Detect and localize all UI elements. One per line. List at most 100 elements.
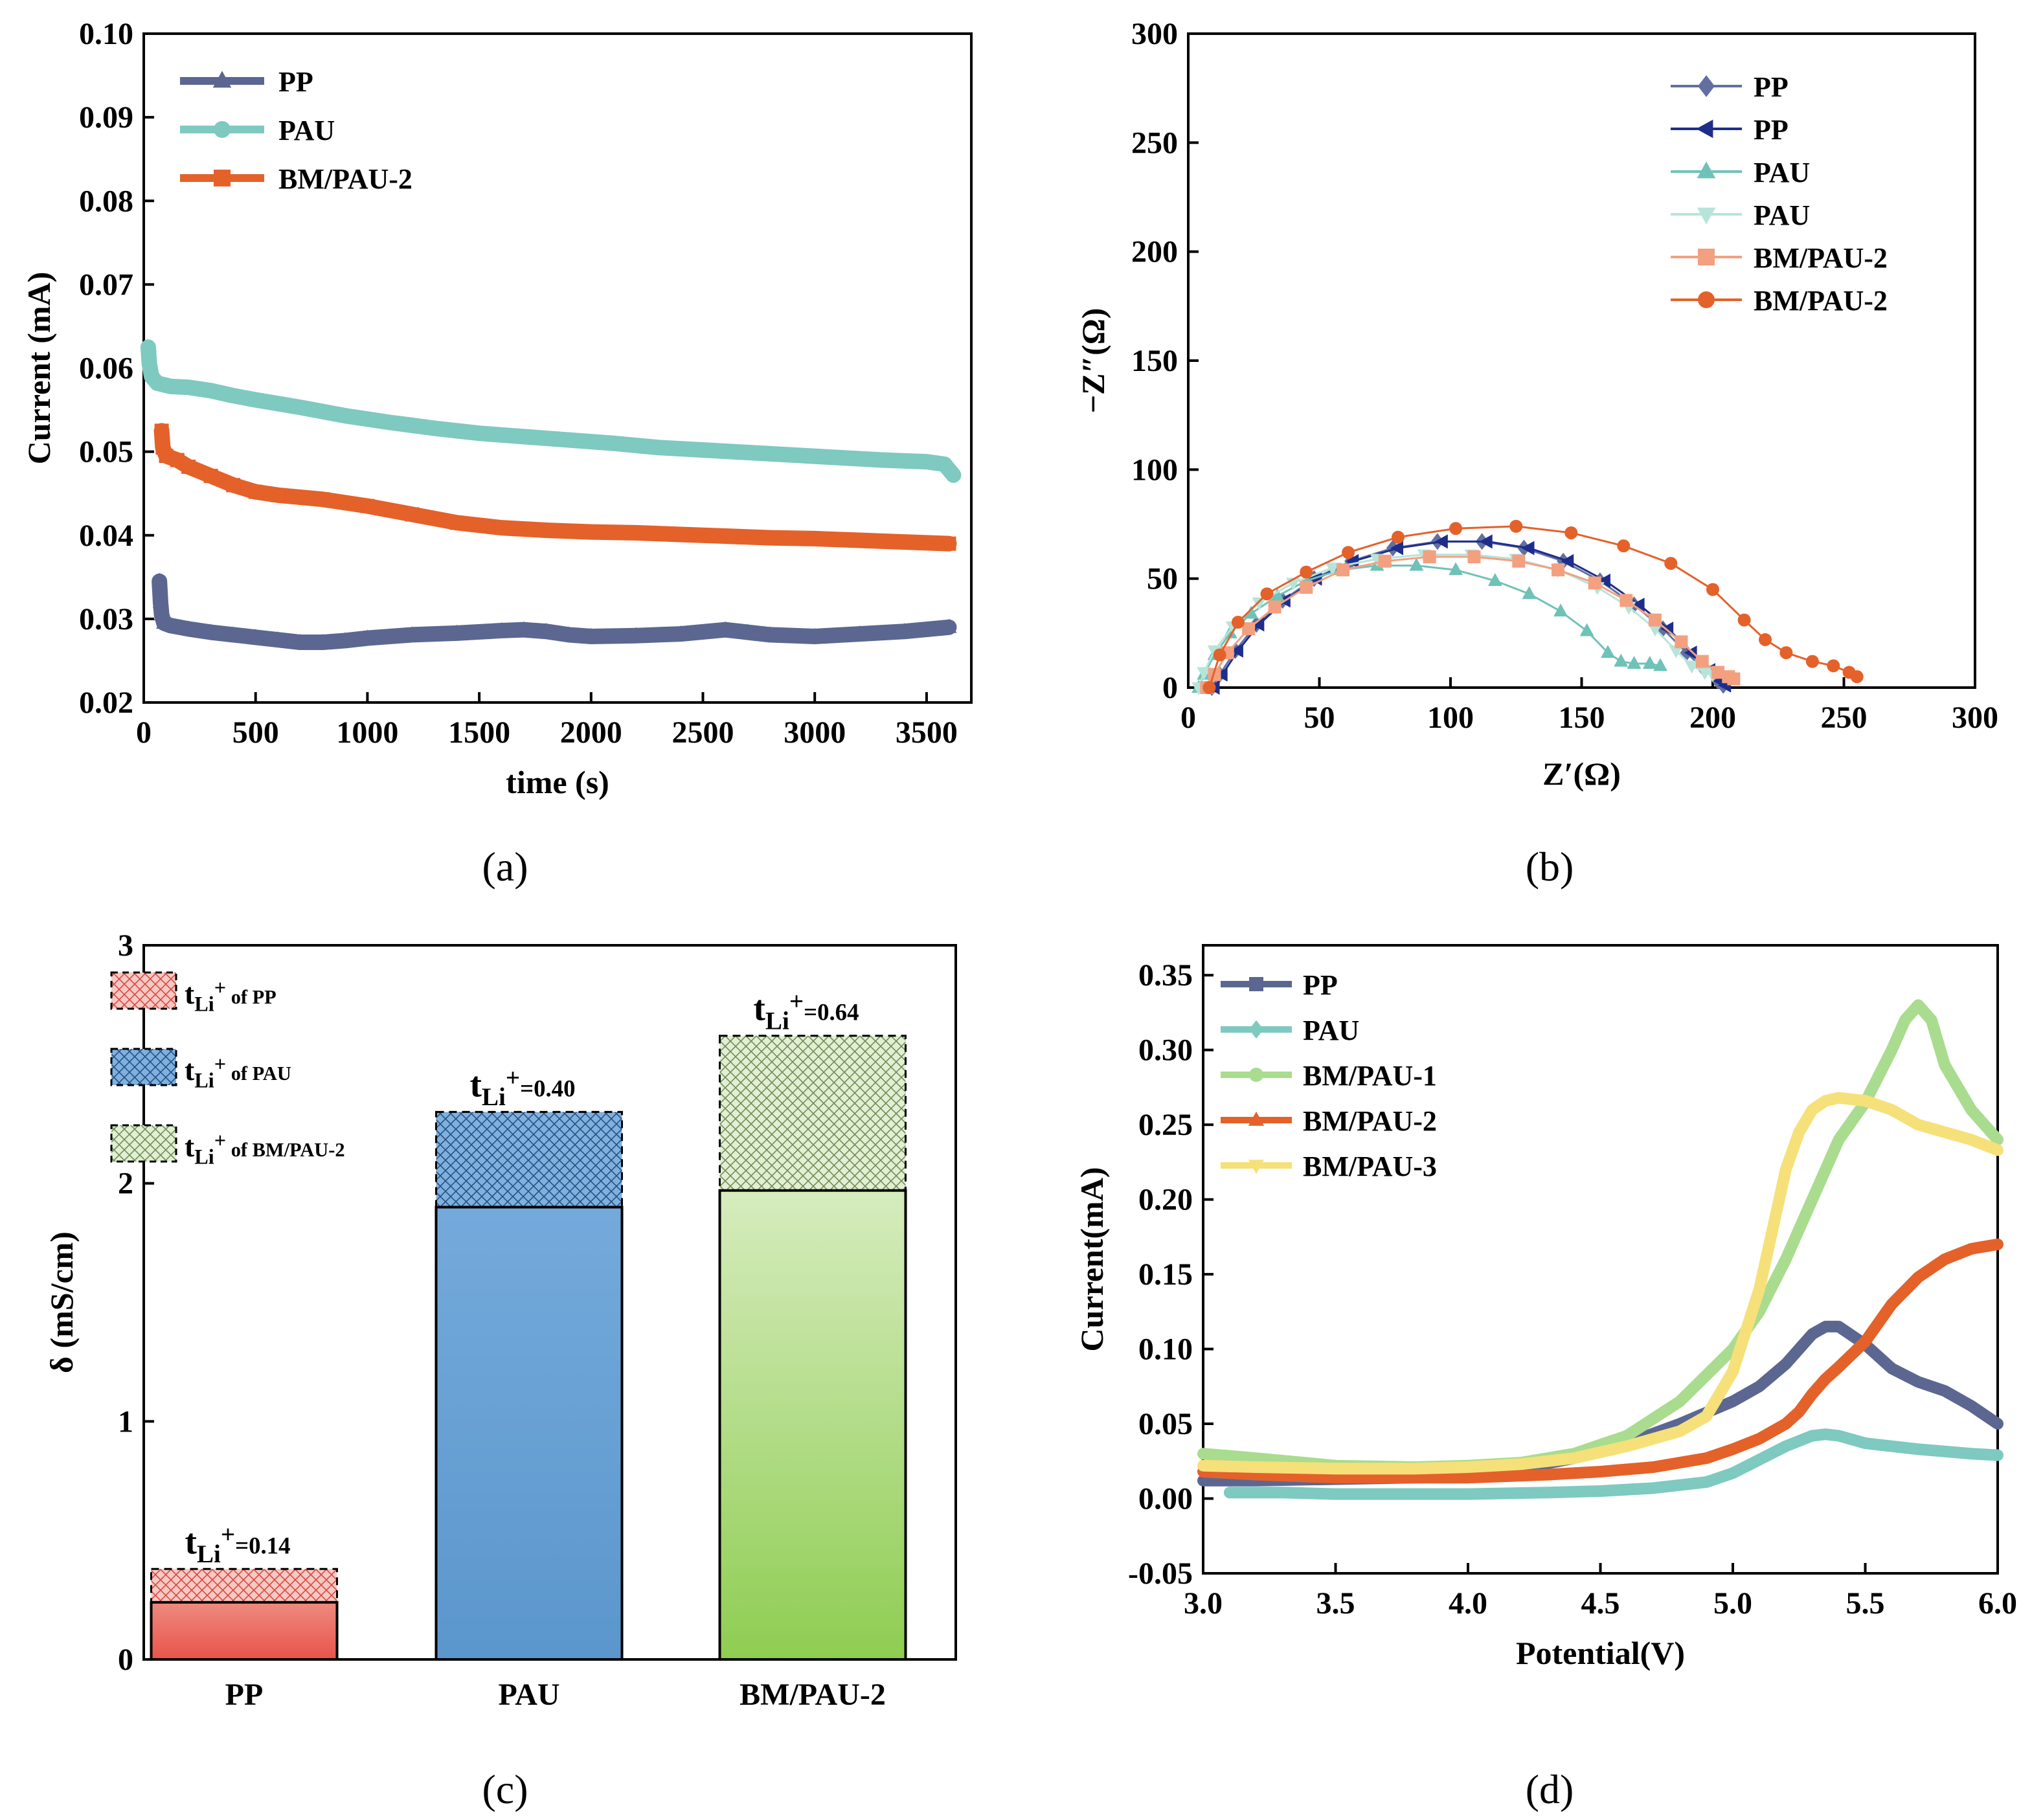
data-point [1449, 522, 1463, 535]
bar-hatched-pau [435, 1110, 623, 1208]
annotation-bm-pau-2-rest: =0.64 [804, 999, 859, 1026]
legend-label: BM/PAU-2 [1754, 285, 1888, 317]
annotation-pp-t: t [185, 1522, 198, 1561]
bar-pp [150, 1601, 339, 1661]
data-point [337, 409, 352, 423]
x-tick-label: 3000 [784, 715, 846, 750]
bar-bm-pau-2 [718, 1189, 907, 1661]
legend-marker [1249, 977, 1263, 991]
data-point [181, 459, 196, 474]
y-tick-label: 0.30 [1138, 1033, 1193, 1068]
x-tick-label: 1500 [448, 715, 510, 750]
data-point [472, 426, 487, 441]
y-tick-label: 200 [1131, 235, 1178, 269]
y-tick-label: 0.10 [1138, 1332, 1193, 1367]
legend-label-rest: of BM/PAU-2 [226, 1139, 344, 1161]
x-tick-label: 4.5 [1581, 1586, 1620, 1621]
y-tick-label: 1 [118, 1404, 133, 1439]
panel-label-a: (a) [482, 844, 528, 890]
annotation-pau-sup: + [506, 1064, 520, 1092]
data-point [360, 499, 375, 513]
x-tick-label: PAU [498, 1678, 559, 1712]
data-point [315, 492, 330, 507]
data-point [203, 383, 218, 398]
data-point [493, 622, 510, 636]
y-axis-label: Current(mA) [1074, 1167, 1110, 1351]
legend-marker [1248, 1160, 1265, 1174]
data-point [1564, 526, 1578, 539]
data-point [1617, 539, 1631, 553]
legend-marker [1697, 207, 1716, 225]
data-point [225, 626, 242, 641]
data-point [181, 380, 196, 395]
data-point [382, 415, 397, 430]
x-axis-label: time (s) [506, 764, 609, 800]
data-point [226, 388, 241, 403]
data-point [1827, 659, 1840, 673]
data-point [359, 629, 376, 644]
data-point [946, 467, 961, 482]
data-point [1620, 594, 1633, 607]
x-tick-label: 3.0 [1184, 1586, 1223, 1621]
legend-label: tLi+ of BM/PAU-2 [185, 1129, 345, 1169]
annotation-pp-sub: Li [197, 1540, 221, 1568]
y-tick-label: 0.06 [79, 352, 133, 386]
data-point [427, 421, 442, 436]
x-tick-label: 250 [1821, 701, 1868, 735]
series-pau [140, 339, 962, 483]
y-tick-label: 0.05 [1138, 1407, 1193, 1441]
bar-hatched-pp [150, 1567, 338, 1604]
x-tick-label: 6.0 [1978, 1586, 2017, 1621]
bar-pau [435, 1206, 624, 1661]
data-point [1684, 660, 1699, 674]
legend-marker [214, 121, 231, 138]
legend-label: BM/PAU-3 [1303, 1151, 1437, 1182]
legend-label: BM/PAU-2 [278, 163, 412, 195]
data-point [1202, 681, 1216, 694]
y-tick-label: 3 [118, 928, 133, 963]
annotation-bm-pau-2-sub: Li [765, 1007, 789, 1035]
data-point [1614, 653, 1629, 667]
y-tick-label: 0.02 [79, 686, 133, 720]
y-tick-label: 250 [1131, 126, 1178, 160]
data-point [516, 621, 532, 636]
series-line [1197, 1238, 2004, 1484]
data-point [1601, 645, 1615, 658]
x-tick-label: 3.5 [1316, 1586, 1355, 1621]
data-point [1648, 613, 1662, 627]
x-axis-label: Z′(Ω) [1542, 756, 1621, 792]
data-point [1231, 616, 1245, 629]
data-point [1244, 605, 1259, 619]
x-tick-label: 50 [1304, 701, 1335, 735]
data-point [1759, 633, 1772, 646]
data-point [1479, 534, 1493, 549]
x-tick-label: 200 [1689, 701, 1736, 735]
data-point [539, 523, 554, 538]
data-point [1522, 586, 1537, 600]
data-point [1850, 670, 1864, 684]
data-point [896, 623, 912, 638]
data-point [673, 527, 688, 542]
panel-label-c: (c) [482, 1766, 528, 1812]
x-tick-label: 100 [1427, 701, 1474, 735]
panel-b: 0 50 100 150 200 250 300 0 50 100 150 200 250 300 Z′(Ω… [1075, 17, 1998, 792]
data-point [740, 445, 755, 460]
annotation-pau: tLi+=0.40 [470, 1064, 576, 1111]
legend-label: PAU [1754, 199, 1810, 231]
y-tick-label: 2 [118, 1167, 133, 1201]
x-tick-label: 2500 [672, 715, 734, 750]
data-point [897, 535, 912, 550]
data-point [1213, 648, 1226, 662]
data-point [1737, 613, 1751, 627]
data-point [1208, 668, 1221, 681]
panel-a: 0 500 1000 1500 2000 2500 3000 3500 0.02 0.03 0.04… [21, 17, 973, 800]
annotation-pp-sup: + [221, 1521, 235, 1549]
y-tick-label: 50 [1147, 562, 1178, 596]
data-point [150, 376, 164, 390]
annotation-pau-t: t [470, 1064, 482, 1104]
data-point [142, 357, 157, 372]
annotation-bm-pau-2-sup: + [789, 988, 804, 1016]
data-point [717, 621, 734, 636]
